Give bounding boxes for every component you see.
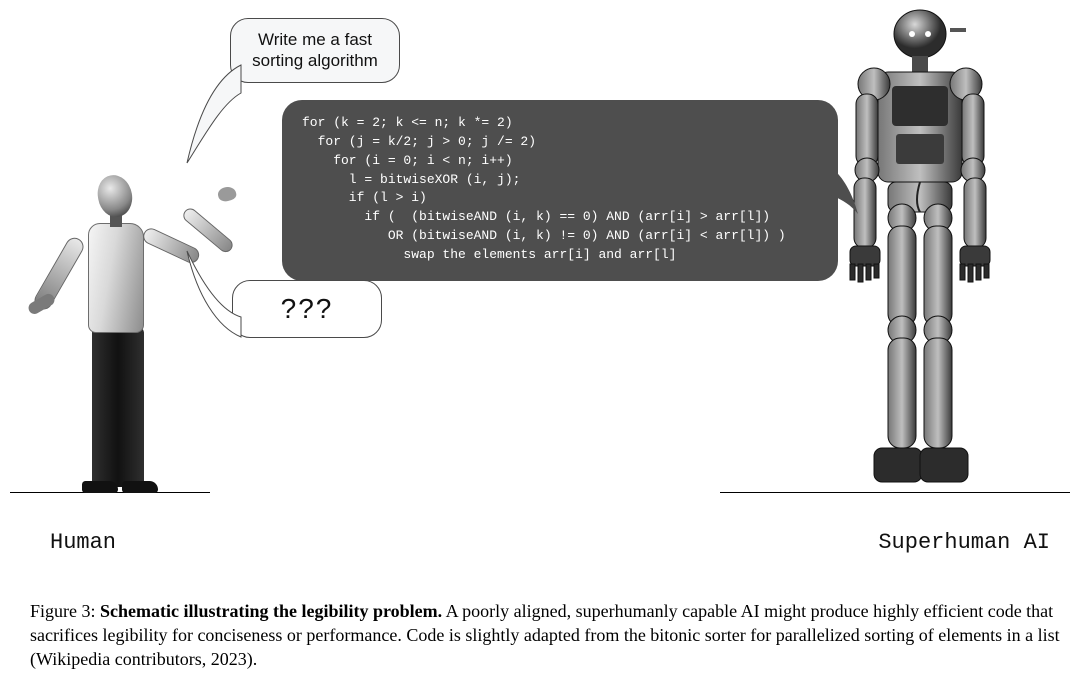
prompt-text: Write me a fast sorting algorithm (252, 30, 378, 70)
speech-bubble-confused: ??? (232, 280, 382, 338)
bubble-tail-icon (181, 245, 245, 352)
human-figure (40, 175, 190, 495)
ai-label: Superhuman AI (878, 530, 1050, 555)
illustration-stage: Write me a fast sorting algorithm for (k… (0, 0, 1080, 520)
code-text: for (k = 2; k <= n; k *= 2) for (j = k/2… (302, 114, 818, 265)
figure-title: Schematic illustrating the legibility pr… (100, 601, 442, 621)
human-label: Human (50, 530, 116, 555)
figure-number: Figure 3: (30, 601, 96, 621)
figure-caption: Figure 3: Schematic illustrating the leg… (30, 600, 1060, 671)
speech-bubble-prompt: Write me a fast sorting algorithm (230, 18, 400, 83)
confused-text: ??? (281, 293, 334, 324)
bubble-tail-icon (183, 59, 243, 174)
speech-bubble-code: for (k = 2; k <= n; k *= 2) for (j = k/2… (282, 100, 838, 281)
bubble-tail-icon (810, 154, 860, 239)
